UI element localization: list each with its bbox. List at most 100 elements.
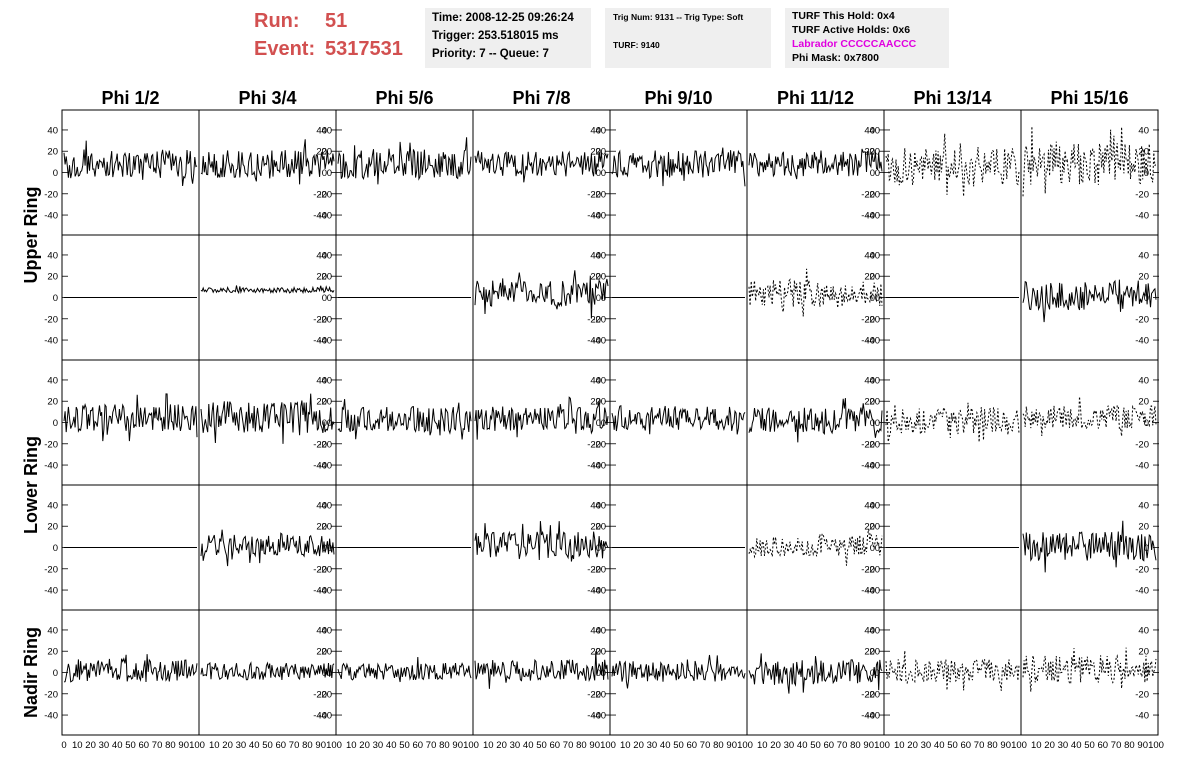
y-tick-label: -20 [318,439,332,450]
y-tick-label: 0 [875,293,880,304]
y-tick-label: 20 [595,647,606,658]
y-tick-label: 40 [869,375,880,386]
y-tick-label: 0 [601,668,606,679]
waveform-trace [748,268,883,317]
x-tick-label: 60 [139,740,150,751]
x-tick-label: 10 [72,740,83,751]
x-tick-label: 60 [276,740,287,751]
y-tick-label: -20 [1135,564,1149,575]
y-tick-label: -40 [44,336,58,347]
x-tick-label: 90 [726,740,737,751]
y-tick-label: 20 [1138,397,1149,408]
waveform-trace [748,653,883,694]
x-tick-label: 50 [1084,740,1095,751]
y-tick-label: -40 [587,336,601,347]
y-tick-label: -20 [866,689,880,700]
priority-text: Priority: 7 -- Queue: 7 [432,48,549,60]
y-tick-label: -40 [1135,336,1149,347]
y-tick-label: 20 [864,522,875,533]
y-tick-label: -20 [587,689,601,700]
y-tick-label: -20 [866,564,880,575]
waveform-trace [474,270,609,319]
y-tick-label: -20 [318,314,332,325]
y-tick-label: -20 [318,564,332,575]
y-tick-label: 0 [875,418,880,429]
y-tick-label: -20 [592,689,606,700]
y-tick-label: -40 [313,336,327,347]
x-tick-label: 100 [874,740,890,751]
y-tick-label: -40 [861,336,875,347]
y-tick-label: 20 [595,522,606,533]
y-tick-label: 0 [322,168,327,179]
y-tick-label: -40 [861,586,875,597]
x-tick-label: 40 [797,740,808,751]
x-tick-label: 30 [647,740,658,751]
y-tick-label: 0 [1144,168,1149,179]
turf-info-box: TURF This Hold: 0x4 TURF Active Holds: 0… [785,8,949,68]
waveform-trace [337,399,472,440]
waveform-trace [885,402,1020,443]
x-tick-label: 10 [757,740,768,751]
cell-frame [198,609,337,736]
x-tick-label: 40 [1071,740,1082,751]
x-tick-label: 70 [837,740,848,751]
y-tick-label: -40 [587,711,601,722]
cell-frame [1020,359,1159,486]
y-tick-label: -20 [592,189,606,200]
y-tick-label: 40 [595,375,606,386]
y-tick-label: 0 [53,418,58,429]
y-tick-label: 40 [47,500,58,511]
x-tick-label: 60 [413,740,424,751]
row-label: Lower Ring [21,436,41,534]
y-tick-label: -40 [592,211,606,222]
y-tick-label: 40 [316,625,327,636]
x-tick-label: 70 [1111,740,1122,751]
column-header: Phi 1/2 [101,88,159,108]
y-tick-label: -40 [44,211,58,222]
x-tick-label: 20 [633,740,644,751]
y-tick-label: 20 [321,272,332,283]
y-tick-label: -20 [587,439,601,450]
waveform-trace [63,654,198,683]
y-tick-label: 40 [869,125,880,136]
y-tick-label: 40 [316,375,327,386]
x-tick-label: 10 [1031,740,1042,751]
y-tick-label: 40 [1138,375,1149,386]
x-tick-label: 40 [523,740,534,751]
y-tick-label: -20 [587,314,601,325]
x-tick-label: 60 [1098,740,1109,751]
x-tick-label: 100 [189,740,205,751]
y-tick-label: -20 [587,189,601,200]
y-tick-label: 40 [590,375,601,386]
x-tick-label: 20 [770,740,781,751]
x-tick-label: 30 [921,740,932,751]
column-header: Phi 15/16 [1050,88,1128,108]
y-tick-label: 0 [53,168,58,179]
y-tick-label: 40 [316,500,327,511]
cell-frame [198,234,337,361]
x-tick-label: 80 [439,740,450,751]
y-tick-label: 0 [870,543,875,554]
x-tick-label: 90 [1137,740,1148,751]
y-tick-label: 40 [321,500,332,511]
y-tick-label: -20 [313,314,327,325]
waveform-trace [611,654,746,689]
y-tick-label: 20 [590,147,601,158]
x-tick-label: 30 [1058,740,1069,751]
waveform-trace [474,651,609,689]
waveform-trace [200,529,335,567]
y-tick-label: -40 [587,461,601,472]
x-tick-label: 10 [483,740,494,751]
cell-frame [472,109,611,236]
x-tick-label: 30 [510,740,521,751]
trig-num-text: Trig Num: 9131 -- Trig Type: Soft [613,12,744,22]
y-tick-label: -40 [861,711,875,722]
x-tick-label: 80 [576,740,587,751]
cell-frame [746,609,885,736]
y-tick-label: -20 [861,314,875,325]
y-tick-label: 0 [327,418,332,429]
y-tick-label: -20 [1135,314,1149,325]
y-tick-label: 20 [595,272,606,283]
turf-active-text: TURF Active Holds: 0x6 [792,24,911,36]
y-tick-label: -40 [592,711,606,722]
